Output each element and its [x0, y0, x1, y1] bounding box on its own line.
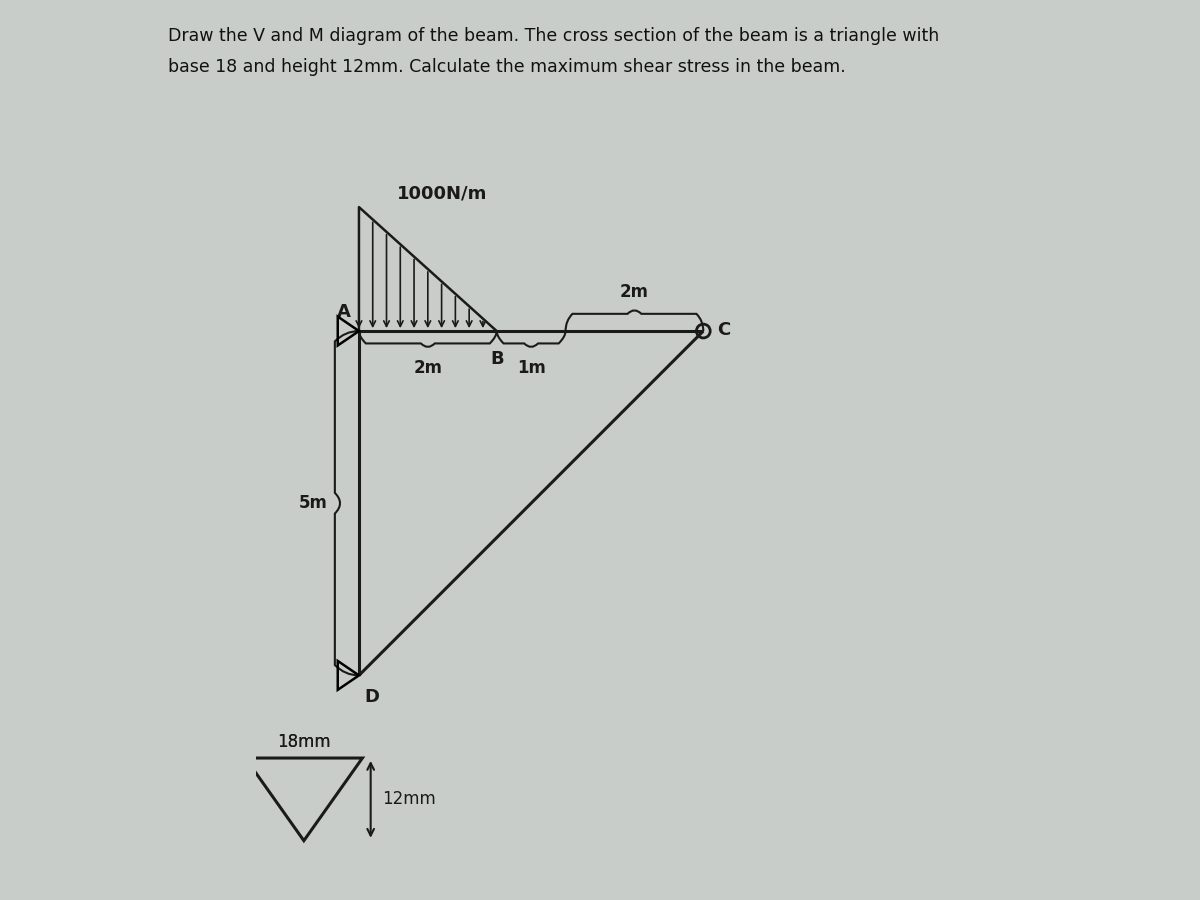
- Text: D: D: [365, 688, 379, 706]
- Text: 1m: 1m: [517, 358, 546, 376]
- Text: 18mm: 18mm: [277, 734, 331, 752]
- Text: 2m: 2m: [413, 358, 443, 376]
- Text: 18mm: 18mm: [277, 734, 331, 752]
- Text: B: B: [490, 350, 504, 368]
- Text: 2m: 2m: [620, 284, 649, 302]
- Text: base 18 and height 12mm. Calculate the maximum shear stress in the beam.: base 18 and height 12mm. Calculate the m…: [168, 58, 846, 76]
- Text: A: A: [337, 302, 350, 320]
- Text: C: C: [718, 320, 731, 338]
- Text: 1000N/m: 1000N/m: [397, 184, 487, 202]
- Text: 12mm: 12mm: [382, 790, 436, 808]
- Text: 5m: 5m: [299, 494, 328, 512]
- Text: Draw the V and M diagram of the beam. The cross section of the beam is a triangl: Draw the V and M diagram of the beam. Th…: [168, 27, 940, 45]
